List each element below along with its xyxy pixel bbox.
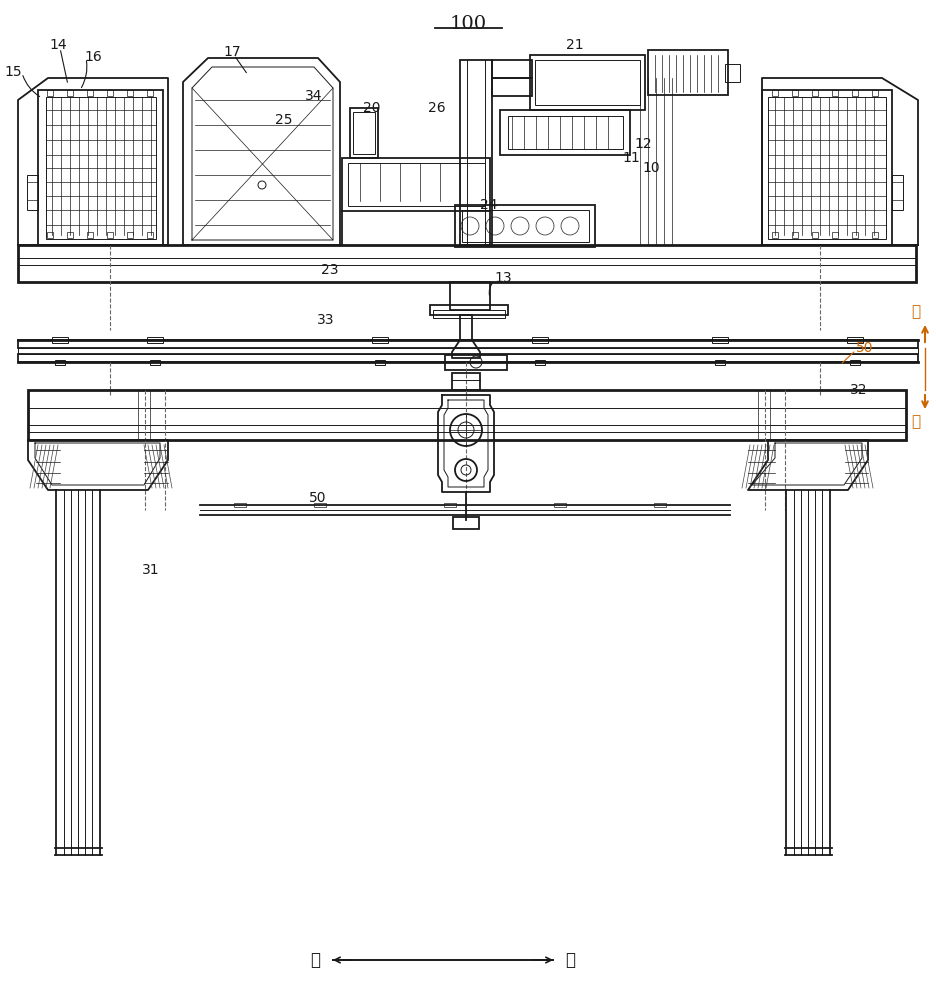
Bar [150,360,160,365]
Text: 24: 24 [480,198,498,212]
Bar [712,337,728,343]
Bar [67,90,73,96]
Bar [554,503,566,507]
Bar [107,232,113,238]
Bar [38,90,163,245]
Bar [500,110,630,155]
Bar [375,360,385,365]
Text: 100: 100 [449,15,487,33]
Bar [353,112,375,154]
Bar [460,60,492,245]
Text: 20: 20 [362,101,380,115]
Bar [850,360,860,365]
Bar [445,355,507,370]
Bar [772,232,778,238]
Bar [792,90,798,96]
Text: 32: 32 [850,383,868,397]
Bar [350,108,378,158]
Bar [872,90,878,96]
Bar [654,503,666,507]
Bar [530,55,645,110]
Text: 34: 34 [304,89,322,103]
Bar [648,50,728,95]
Bar [852,232,858,238]
Bar [872,232,878,238]
Bar [492,60,532,78]
Bar [832,232,838,238]
Bar [847,337,863,343]
Bar [715,360,725,365]
Bar [462,210,589,242]
Text: 14: 14 [50,38,66,52]
Bar [127,90,133,96]
Bar [47,232,53,238]
Bar [433,310,505,318]
Text: 12: 12 [634,137,651,151]
Bar [342,158,490,211]
Text: 右: 右 [565,951,575,969]
Bar [46,97,156,239]
Bar [832,90,838,96]
Bar [453,517,479,529]
Text: 17: 17 [223,45,241,59]
Bar [372,337,388,343]
Bar [18,245,916,282]
Bar [147,232,153,238]
Bar [127,232,133,238]
Bar [147,337,163,343]
Text: 13: 13 [494,271,512,285]
Bar [535,360,545,365]
Text: 33: 33 [316,313,334,327]
Bar [452,373,480,390]
Text: 10: 10 [642,161,660,175]
Text: 左: 左 [310,951,320,969]
Text: 23: 23 [320,263,338,277]
Bar [18,354,918,362]
Text: 下: 下 [912,414,921,430]
Bar [772,90,778,96]
Bar [450,282,490,310]
Text: 上: 上 [912,304,921,320]
Bar [455,205,595,247]
Bar [28,390,906,440]
Bar [762,90,892,245]
Text: 25: 25 [274,113,292,127]
Bar [492,78,532,96]
Text: 11: 11 [622,151,639,165]
Bar [147,90,153,96]
Text: 50: 50 [856,341,873,355]
Text: 26: 26 [429,101,446,115]
Bar [55,360,65,365]
Bar [508,116,623,149]
Bar [18,348,918,354]
Bar [444,503,456,507]
Text: 21: 21 [566,38,584,52]
Bar [792,232,798,238]
Text: 16: 16 [84,50,102,64]
Bar [812,232,818,238]
Bar [725,64,740,82]
Text: 15: 15 [5,65,22,79]
Bar [67,232,73,238]
Bar [87,232,93,238]
Bar [87,90,93,96]
Bar [47,90,53,96]
Text: 31: 31 [142,563,160,577]
Bar [52,337,68,343]
Bar [430,305,508,315]
Bar [852,90,858,96]
Bar [27,175,38,210]
Text: 50: 50 [309,491,327,505]
Bar [535,60,640,105]
Bar [348,163,485,206]
Bar [234,503,246,507]
Bar [314,503,326,507]
Bar [768,97,886,239]
Bar [892,175,903,210]
Bar [812,90,818,96]
Bar [532,337,548,343]
Bar [18,340,918,348]
Bar [107,90,113,96]
